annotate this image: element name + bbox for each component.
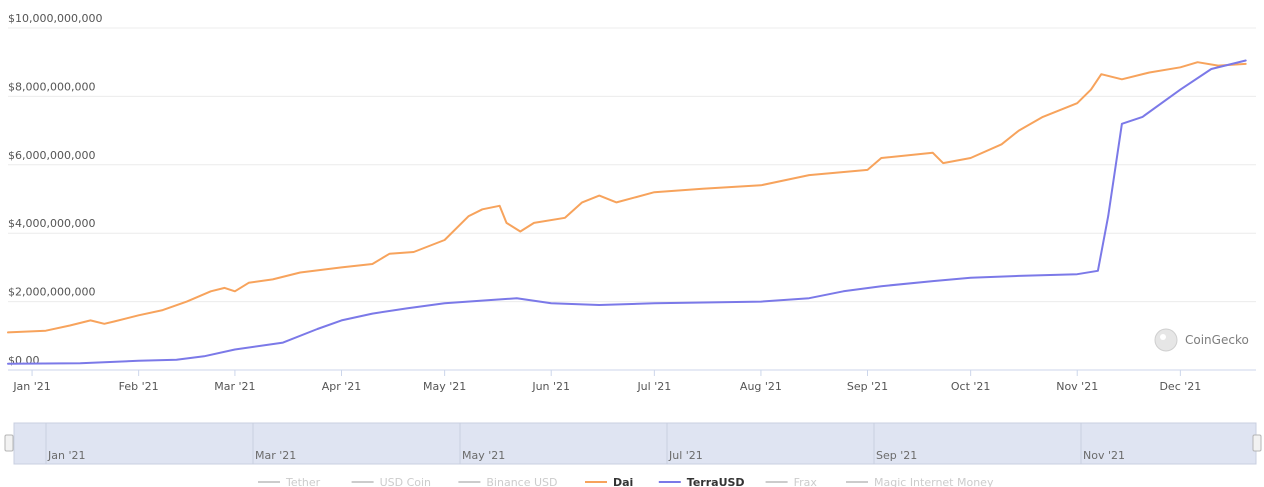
x-tick-label: Sep '21 (847, 380, 888, 393)
x-tick-label: Feb '21 (119, 380, 159, 393)
x-tick-label: Jul '21 (636, 380, 671, 393)
series-line-terrausd[interactable] (7, 59, 1247, 365)
navigator-background[interactable] (13, 422, 1257, 465)
navigator-tick-label: Jul '21 (668, 449, 703, 462)
navigator-left-handle[interactable] (4, 434, 14, 452)
legend-label: Magic Internet Money (874, 476, 994, 487)
x-axis: Jan '21 Feb '21 Mar '21 Apr '21 May '21 Jun '… (12, 370, 1201, 393)
legend-item-magic-internet-money[interactable]: Magic Internet Money (846, 476, 994, 487)
x-tick-label: Jan '21 (12, 380, 50, 393)
legend-label: TerraUSD (687, 476, 745, 487)
x-tick-label: Apr '21 (322, 380, 362, 393)
y-tick-label: $2,000,000,000 (8, 286, 95, 299)
grid (8, 27, 1256, 371)
legend-item-tether[interactable]: Tether (258, 476, 321, 487)
legend-item-binance-usd[interactable]: Binance USD (458, 476, 558, 487)
series-lines[interactable] (7, 59, 1247, 365)
coingecko-logo-eye (1160, 334, 1166, 340)
coingecko-watermark: CoinGecko (1154, 328, 1249, 352)
y-tick-label: $6,000,000,000 (8, 149, 95, 162)
legend-label: USD Coin (380, 476, 431, 487)
x-tick-label: Dec '21 (1159, 380, 1201, 393)
y-tick-label: $4,000,000,000 (8, 217, 95, 230)
series-line-dai[interactable] (7, 61, 1247, 334)
x-tick-label: May '21 (423, 380, 466, 393)
legend-item-usd-coin[interactable]: USD Coin (351, 476, 431, 487)
y-tick-label: $8,000,000,000 (8, 80, 95, 93)
range-navigator[interactable]: Jan '21 Mar '21 May '21 Jul '21 Sep '21 Nov '… (4, 422, 1262, 465)
legend-label: Frax (794, 476, 818, 487)
x-tick-label: Mar '21 (214, 380, 255, 393)
navigator-ticks: Jan '21 Mar '21 May '21 Jul '21 Sep '21 Nov '… (45, 423, 1125, 464)
legend-label: Binance USD (486, 476, 557, 487)
y-tick-label: $0.00 (8, 354, 40, 367)
x-tick-label: Oct '21 (951, 380, 991, 393)
navigator-tick-label: Nov '21 (1083, 449, 1125, 462)
legend-label: Tether (285, 476, 321, 487)
coingecko-label: CoinGecko (1185, 333, 1249, 347)
legend: Tether USD Coin Binance USD Dai TerraUSD Frax… (258, 476, 994, 487)
legend-item-frax[interactable]: Frax (765, 476, 818, 487)
x-tick-label: Nov '21 (1056, 380, 1098, 393)
y-tick-label: $10,000,000,000 (8, 12, 102, 25)
coingecko-logo-icon (1154, 328, 1178, 352)
x-tick-label: Aug '21 (740, 380, 782, 393)
legend-item-terrausd[interactable]: TerraUSD (658, 476, 745, 487)
navigator-tick-label: Sep '21 (876, 449, 917, 462)
navigator-tick-label: Mar '21 (255, 449, 296, 462)
navigator-right-handle[interactable] (1252, 434, 1262, 452)
y-axis: $0.00 $2,000,000,000 $4,000,000,000 $6,000,… (8, 12, 102, 367)
navigator-tick-label: Jan '21 (47, 449, 85, 462)
legend-item-dai[interactable]: Dai (585, 476, 633, 487)
navigator-tick-label: May '21 (462, 449, 505, 462)
x-tick-label: Jun '21 (531, 380, 570, 393)
legend-label: Dai (613, 476, 633, 487)
